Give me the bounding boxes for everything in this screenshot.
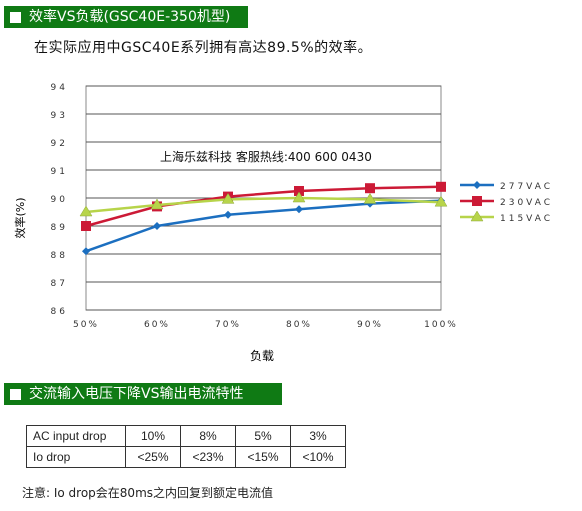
series-line-277VAC: [85, 199, 442, 253]
table-cell: Io drop: [26, 446, 126, 468]
efficiency-subtitle: 在实际应用中GSC40E系列拥有高达89.5%的效率。: [34, 40, 373, 56]
section-title: 交流输入电压下降VS输出电流特性: [29, 386, 244, 402]
table-row: AC input drop 10% 8% 5% 3%: [26, 425, 346, 447]
table-cell: <10%: [290, 446, 346, 468]
table-cell: AC input drop: [26, 425, 126, 447]
y-tick-label: 94: [51, 83, 68, 93]
data-point: [436, 181, 446, 192]
y-tick-label: 89: [51, 223, 68, 233]
legend-label: 277VAC: [500, 182, 553, 192]
watermark-text: 上海乐兹科技 客服热线:400 600 0430: [160, 149, 372, 164]
series-line-115VAC: [85, 196, 442, 214]
y-tick-labels: 94 93 92 91 90 89 88 87 86: [51, 83, 68, 317]
x-tick-label: 70%: [215, 320, 241, 330]
data-point: [82, 247, 90, 256]
table-cell: 3%: [290, 425, 346, 447]
chart-grid: [85, 85, 442, 311]
data-point: [221, 192, 235, 204]
data-point: [224, 210, 232, 219]
legend-marker: [472, 196, 482, 206]
data-point: [365, 183, 375, 194]
y-tick-label: 88: [51, 251, 68, 261]
efficiency-chart: 94 93 92 91 90 89 88 87 86 50% 60% 70% 80% 90% 100% 2…: [13, 83, 553, 363]
data-point: [150, 198, 164, 210]
x-tick-label: 100%: [424, 320, 458, 330]
table-cell: 8%: [180, 425, 236, 447]
table-cell: 10%: [125, 425, 181, 447]
y-tick-label: 90: [51, 195, 68, 205]
square-bullet-icon: [10, 11, 21, 23]
y-tick-label: 86: [51, 307, 68, 317]
drop-table: AC input drop 10% 8% 5% 3% Io drop <25% …: [26, 425, 346, 468]
section-header-drop: 交流输入电压下降VS输出电流特性: [4, 383, 282, 405]
data-point: [363, 192, 377, 204]
data-point: [81, 221, 91, 231]
data-point: [153, 222, 161, 230]
x-tick-label: 60%: [144, 320, 170, 330]
table-cell: <23%: [180, 446, 236, 468]
legend-marker: [473, 181, 481, 189]
legend-label: 115VAC: [500, 214, 553, 224]
data-point: [292, 191, 306, 203]
x-tick-label: 80%: [286, 320, 312, 330]
table-row: Io drop <25% <23% <15% <10%: [26, 446, 346, 468]
x-axis-label: 负载: [250, 349, 274, 363]
table-cell: <25%: [125, 446, 181, 468]
x-tick-label: 90%: [357, 320, 383, 330]
series-line-230VAC: [85, 185, 442, 228]
chart-series: [79, 181, 448, 256]
data-point: [79, 205, 93, 217]
section-header-efficiency: 效率VS负载(GSC40E-350机型): [4, 6, 248, 28]
table-cell: 5%: [235, 425, 291, 447]
x-tick-labels: 50% 60% 70% 80% 90% 100%: [73, 320, 458, 330]
data-point: [295, 205, 303, 214]
x-tick-label: 50%: [73, 320, 99, 330]
legend-label: 230VAC: [500, 198, 553, 208]
legend-marker: [470, 210, 484, 222]
table-cell: <15%: [235, 446, 291, 468]
data-point: [294, 186, 304, 196]
y-tick-label: 91: [51, 167, 68, 177]
square-bullet-icon: [10, 388, 21, 400]
y-tick-label: 92: [51, 139, 68, 149]
y-axis-label: 效率(%): [13, 197, 27, 238]
chart-legend: 277VAC 230VAC 115VAC: [460, 181, 553, 224]
section-title: 效率VS负载(GSC40E-350机型): [29, 9, 231, 25]
y-tick-label: 93: [51, 111, 68, 121]
data-point: [434, 195, 448, 207]
footnote: 注意: Io drop会在80ms之内回复到额定电流值: [22, 486, 274, 500]
y-tick-label: 87: [51, 279, 68, 289]
